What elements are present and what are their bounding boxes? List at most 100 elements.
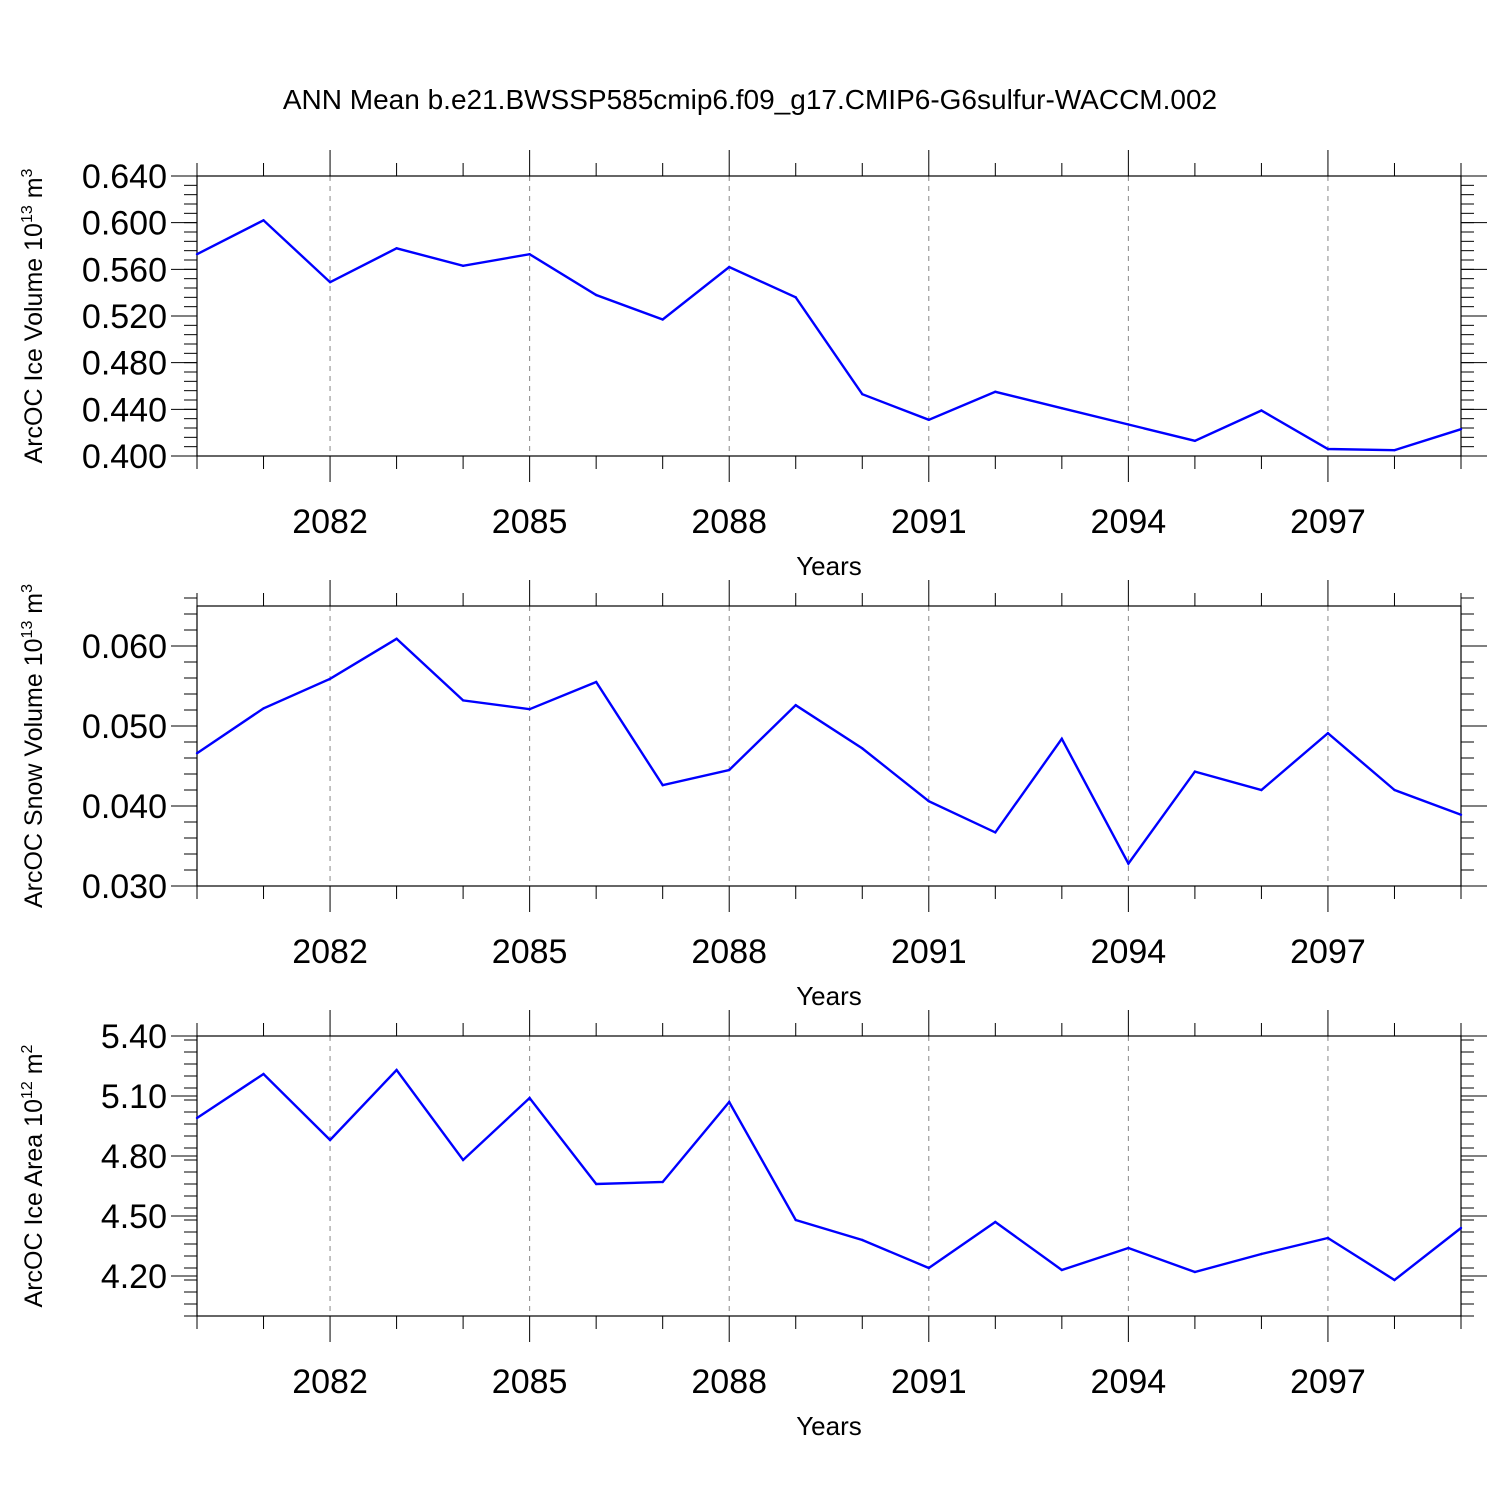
ice-volume-y-axis-title-part: ArcOC Ice Volume 10 bbox=[20, 223, 48, 463]
snow-volume-data-point bbox=[927, 800, 930, 803]
snow-volume-y-axis-title-sup: 3 bbox=[19, 584, 36, 593]
ice-volume-x-tick-label: 2082 bbox=[292, 503, 368, 541]
snow-volume-y-axis-title-sup: 13 bbox=[19, 621, 36, 639]
snow-volume-data-point bbox=[728, 768, 731, 772]
ice-area-data-point bbox=[994, 1220, 997, 1224]
ice-volume-y-tick-label: 0.440 bbox=[82, 391, 167, 429]
panels: 0.400 0.440 0.480 0.520 0.560 0.600 0.640 2082 2… bbox=[19, 150, 1487, 1441]
snow-volume-data-point bbox=[1060, 737, 1064, 740]
ice-area-data-point bbox=[1127, 1246, 1130, 1250]
ice-area-y-axis-title: ArcOC Ice Area 1012 m2 bbox=[19, 1044, 48, 1307]
ice-area-data-point bbox=[262, 1072, 265, 1076]
ice-area-y-axis-title-sup: 2 bbox=[19, 1044, 36, 1053]
ice-volume-data-point bbox=[1393, 448, 1396, 452]
ice-volume-plot-frame bbox=[196, 175, 1462, 457]
ice-volume-data-point bbox=[395, 247, 398, 250]
ice-volume-panel: 0.400 0.440 0.480 0.520 0.560 0.600 0.640 2082 2… bbox=[19, 150, 1487, 581]
snow-volume-series-line bbox=[196, 637, 1462, 866]
snow-volume-data-point bbox=[594, 680, 598, 684]
ice-volume-data-point bbox=[594, 293, 598, 297]
snow-volume-data-point bbox=[1127, 862, 1130, 865]
ice-volume-data-point bbox=[461, 264, 465, 268]
snow-volume-data-point bbox=[1326, 732, 1330, 735]
ice-volume-x-tick-label: 2091 bbox=[891, 503, 967, 541]
snow-volume-panel: 0.030 0.040 0.050 0.060 2082 2085 2088 2091 2094… bbox=[19, 580, 1487, 1011]
ice-volume-y-tick-label: 0.560 bbox=[82, 251, 167, 289]
snow-volume-x-tick-label: 2091 bbox=[891, 933, 967, 971]
ice-area-data-point bbox=[1393, 1278, 1396, 1282]
snow-volume-x-tick-label: 2088 bbox=[691, 933, 767, 971]
snow-volume-y-axis-title: ArcOC Snow Volume 1013 m3 bbox=[19, 584, 48, 908]
ice-area-x-tick-label: 2088 bbox=[691, 1363, 767, 1401]
ice-area-data-point bbox=[328, 1138, 332, 1142]
ice-area-data-point bbox=[794, 1218, 797, 1222]
snow-volume-data-point bbox=[994, 831, 997, 834]
snow-volume-data-point bbox=[794, 704, 797, 707]
ice-volume-data-point bbox=[794, 296, 797, 299]
ice-volume-y-tick-label: 0.480 bbox=[82, 345, 167, 383]
snow-volume-data-point bbox=[1459, 813, 1463, 816]
snow-volume-data-point bbox=[262, 707, 265, 710]
ice-volume-x-tick-label: 2088 bbox=[691, 503, 767, 541]
ice-area-y-axis-title-part: m bbox=[20, 1053, 48, 1081]
ice-area-y-tick-label: 5.40 bbox=[101, 1018, 167, 1056]
ice-area-data-point bbox=[395, 1068, 398, 1072]
ice-area-y-axis-title-part: ArcOC Ice Area 10 bbox=[20, 1099, 48, 1307]
snow-volume-data-point bbox=[528, 708, 531, 711]
snow-volume-y-tick-label: 0.060 bbox=[82, 628, 167, 666]
ice-volume-data-point bbox=[927, 418, 930, 422]
snow-volume-x-tick-label: 2094 bbox=[1091, 933, 1167, 971]
ice-volume-y-tick-label: 0.520 bbox=[82, 298, 167, 336]
ice-volume-data-point bbox=[328, 280, 332, 284]
snow-volume-y-tick-label: 0.040 bbox=[82, 788, 167, 826]
ice-area-data-point bbox=[1326, 1236, 1330, 1240]
ice-volume-y-axis-title-sup: 3 bbox=[19, 168, 36, 177]
snow-volume-data-point bbox=[1193, 770, 1197, 773]
snow-volume-y-tick-label: 0.050 bbox=[82, 708, 167, 746]
ice-area-panel: 4.20 4.50 4.80 5.10 5.40 2082 2085 2088 2091 2094… bbox=[19, 1010, 1487, 1441]
ice-area-x-tick-label: 2082 bbox=[292, 1363, 368, 1401]
snow-volume-data-point bbox=[661, 784, 664, 787]
ice-area-x-tick-label: 2094 bbox=[1091, 1363, 1167, 1401]
ice-volume-data-point bbox=[1260, 409, 1263, 412]
snow-volume-x-tick-label: 2085 bbox=[492, 933, 568, 971]
snow-volume-data-point bbox=[861, 747, 864, 750]
ice-area-data-point bbox=[195, 1116, 199, 1120]
ice-area-x-tick-label: 2091 bbox=[891, 1363, 967, 1401]
ice-area-data-point bbox=[1260, 1252, 1263, 1256]
ice-area-data-point bbox=[861, 1238, 864, 1242]
snow-volume-plot-frame bbox=[196, 605, 1462, 887]
ice-area-y-tick-label: 4.50 bbox=[101, 1198, 167, 1236]
ice-area-x-tick-label: 2085 bbox=[492, 1363, 568, 1401]
snow-volume-data-point bbox=[328, 677, 332, 680]
ice-volume-y-axis-title: ArcOC Ice Volume 1013 m3 bbox=[19, 168, 48, 463]
ice-area-data-point bbox=[594, 1182, 598, 1186]
snow-volume-y-axis-title-part: ArcOC Snow Volume 10 bbox=[20, 638, 48, 908]
snow-volume-y-tick-label: 0.030 bbox=[82, 868, 167, 906]
ice-area-data-point bbox=[1459, 1226, 1463, 1230]
ice-volume-y-tick-label: 0.640 bbox=[82, 158, 167, 196]
ice-area-data-point bbox=[1193, 1270, 1197, 1274]
ice-volume-y-axis-title-sup: 13 bbox=[19, 205, 36, 223]
ice-volume-data-point bbox=[262, 219, 265, 222]
ice-area-data-point bbox=[461, 1158, 465, 1162]
ice-volume-data-point bbox=[661, 318, 664, 321]
ice-area-x-tick-label: 2097 bbox=[1290, 1363, 1366, 1401]
ice-area-data-point bbox=[728, 1100, 731, 1104]
ice-volume-data-point bbox=[1459, 427, 1463, 431]
ice-area-data-point bbox=[528, 1096, 531, 1100]
ice-area-y-tick-label: 4.80 bbox=[101, 1138, 167, 1176]
ice-volume-series-line bbox=[196, 218, 1462, 452]
snow-volume-x-tick-label: 2097 bbox=[1290, 933, 1366, 971]
snow-volume-x-tick-label: 2082 bbox=[292, 933, 368, 971]
figure-title: ANN Mean b.e21.BWSSP585cmip6.f09_g17.CMI… bbox=[283, 84, 1217, 115]
ice-volume-data-point bbox=[1127, 423, 1130, 426]
ice-area-data-point bbox=[661, 1180, 664, 1184]
ice-area-y-tick-label: 5.10 bbox=[101, 1078, 167, 1116]
ice-volume-y-axis-title-part: m bbox=[20, 177, 48, 205]
ice-volume-data-point bbox=[1060, 406, 1064, 410]
snow-volume-x-axis-title: Years bbox=[796, 981, 862, 1011]
snow-volume-data-point bbox=[1260, 788, 1263, 792]
ice-volume-y-tick-label: 0.600 bbox=[82, 205, 167, 243]
